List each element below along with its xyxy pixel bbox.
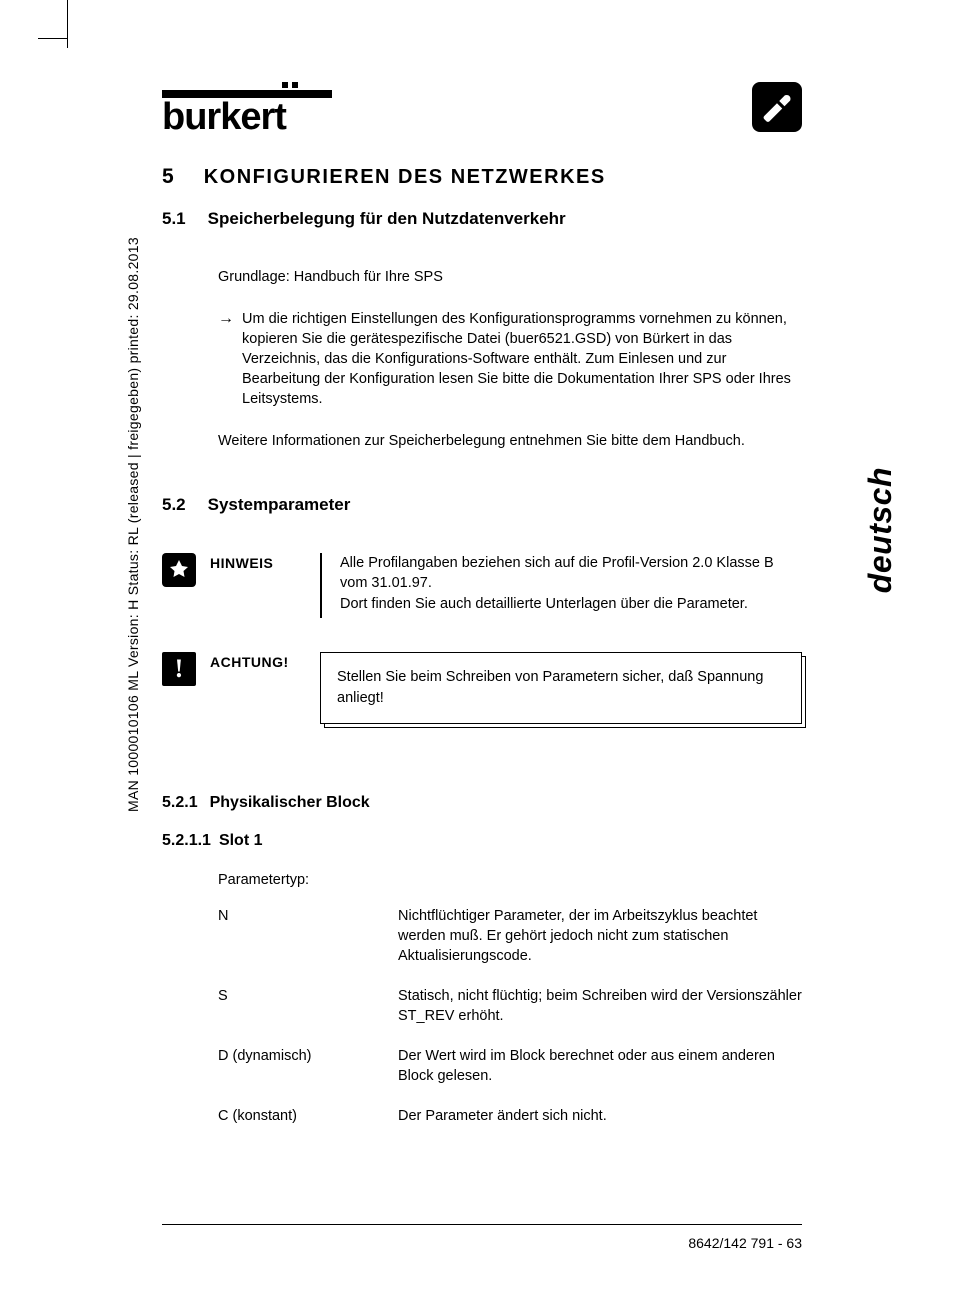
footer-page-id: 8642/142 791 - 63 <box>688 1235 802 1251</box>
page: burkert MAN 1000010106 ML Version: H Sta… <box>0 0 954 1307</box>
hinweis-body: Alle Profilangaben beziehen sich auf die… <box>340 553 802 618</box>
param-description: Der Wert wird im Block berechnet oder au… <box>398 1046 802 1086</box>
section-number: 5.2.1.1 <box>162 832 211 850</box>
doc-id-vertical: MAN 1000010106 ML Version: H Status: RL … <box>125 192 141 812</box>
instruction-step: → Um die richtigen Einstellungen des Kon… <box>218 309 802 409</box>
param-key: N <box>218 906 378 966</box>
section-number: 5.1 <box>162 209 186 229</box>
hinweis-line: Dort finden Sie auch detaillierte Unterl… <box>340 594 802 614</box>
wrench-icon <box>752 82 802 132</box>
arrow-icon: → <box>218 309 234 409</box>
section-title: KONFIGURIEREN DES NETZWERKES <box>204 166 606 189</box>
hinweis-line: Alle Profilangaben beziehen sich auf die… <box>340 553 802 594</box>
language-tab: deutsch <box>862 467 899 593</box>
param-key: C (konstant) <box>218 1106 378 1126</box>
section-5-1-heading: 5.1 Speicherbelegung für den Nutzdatenve… <box>162 209 802 229</box>
section-number: 5.2 <box>162 495 186 515</box>
section-5-2-heading: 5.2 Systemparameter <box>162 495 802 515</box>
table-row: C (konstant) Der Parameter ändert sich n… <box>218 1106 802 1126</box>
section-5-heading: 5 KONFIGURIEREN DES NETZWERKES <box>162 165 802 189</box>
crop-mark <box>48 0 68 48</box>
table-row: S Statisch, nicht flüchtig; beim Schreib… <box>218 986 802 1026</box>
footer-rule <box>162 1224 802 1225</box>
logo-text: burkert <box>162 100 332 134</box>
achtung-warning: ! ACHTUNG! Stellen Sie beim Schreiben vo… <box>162 652 802 724</box>
note-divider <box>320 553 322 618</box>
param-description: Der Parameter ändert sich nicht. <box>398 1106 802 1126</box>
basis-text: Grundlage: Handbuch für Ihre SPS <box>218 267 802 287</box>
burkert-logo: burkert <box>162 82 332 134</box>
hinweis-note: HINWEIS Alle Profilangaben beziehen sich… <box>162 553 802 618</box>
parameter-type-table: N Nichtflüchtiger Parameter, der im Arbe… <box>218 906 802 1126</box>
section-title: Slot 1 <box>219 832 263 850</box>
content: 5 KONFIGURIEREN DES NETZWERKES 5.1 Speic… <box>162 165 802 1146</box>
achtung-box: Stellen Sie beim Schreiben von Parameter… <box>320 652 802 724</box>
exclamation-icon: ! <box>162 652 196 686</box>
param-description: Statisch, nicht flüchtig; beim Schreiben… <box>398 986 802 1026</box>
param-key: D (dynamisch) <box>218 1046 378 1086</box>
param-key: S <box>218 986 378 1026</box>
table-row: D (dynamisch) Der Wert wird im Block ber… <box>218 1046 802 1086</box>
param-description: Nichtflüchtiger Parameter, der im Arbeit… <box>398 906 802 966</box>
more-info-text: Weitere Informationen zur Speicherbelegu… <box>218 431 802 451</box>
section-title: Physikalischer Block <box>210 794 370 812</box>
table-row: N Nichtflüchtiger Parameter, der im Arbe… <box>218 906 802 966</box>
section-5-2-1-1-heading: 5.2.1.1 Slot 1 <box>162 832 802 850</box>
logo-dots <box>282 82 332 88</box>
section-number: 5 <box>162 165 174 189</box>
section-title: Speicherbelegung für den Nutzdatenverkeh… <box>208 209 566 229</box>
section-5-1-body: Grundlage: Handbuch für Ihre SPS → Um di… <box>218 267 802 451</box>
hand-icon <box>162 553 196 587</box>
achtung-label: ACHTUNG! <box>210 652 306 724</box>
hinweis-label: HINWEIS <box>210 553 306 618</box>
section-number: 5.2.1 <box>162 794 198 812</box>
instruction-text: Um die richtigen Einstellungen des Konfi… <box>242 309 802 409</box>
header: burkert <box>162 82 802 134</box>
section-title: Systemparameter <box>208 495 351 515</box>
section-5-2-1-heading: 5.2.1 Physikalischer Block <box>162 794 802 812</box>
parametertyp-label: Parametertyp: <box>218 872 802 888</box>
